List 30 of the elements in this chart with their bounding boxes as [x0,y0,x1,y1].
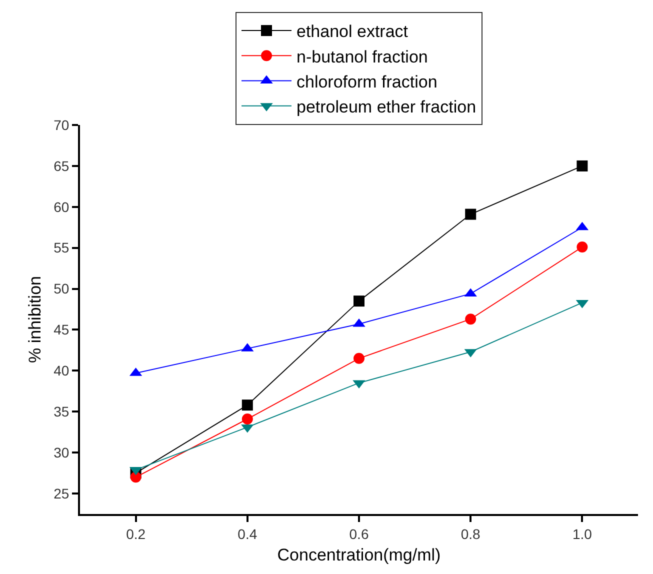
point [242,400,253,411]
y-tick-label: 25 [54,485,70,502]
y-tick-label: 40 [54,362,70,379]
point [242,414,253,424]
x-tick-label: 0.4 [238,526,258,542]
y-tick-label: 55 [54,240,70,256]
x-tick-label: 0.8 [460,526,481,542]
point [465,314,476,325]
y-tick-label: 65 [54,158,70,174]
y-tick-label: 35 [54,404,70,420]
point [354,296,364,307]
legend-label: n-butanol fraction [296,47,428,66]
y-tick-label: 30 [54,444,70,460]
y-tick-label: 50 [54,280,70,297]
legend-label: chloroform fraction [296,72,438,92]
y-axis-title: % inhibition [26,276,45,363]
y-tick-label: 70 [54,116,70,133]
x-tick-label: 0.6 [349,526,369,542]
point [465,208,476,220]
y-tick-label: 60 [54,198,70,215]
legend-label: ethanol extract [296,22,408,42]
x-axis-title: Concentration(mg/ml) [277,546,441,565]
x-tick-label: 1.0 [572,526,592,542]
point [354,352,364,364]
point [130,472,142,483]
x-tick-label: 0.2 [126,526,146,542]
point [576,160,588,172]
y-tick-label: 45 [54,322,70,338]
point [576,242,588,253]
legend-label: petroleum ether fraction [296,97,476,116]
